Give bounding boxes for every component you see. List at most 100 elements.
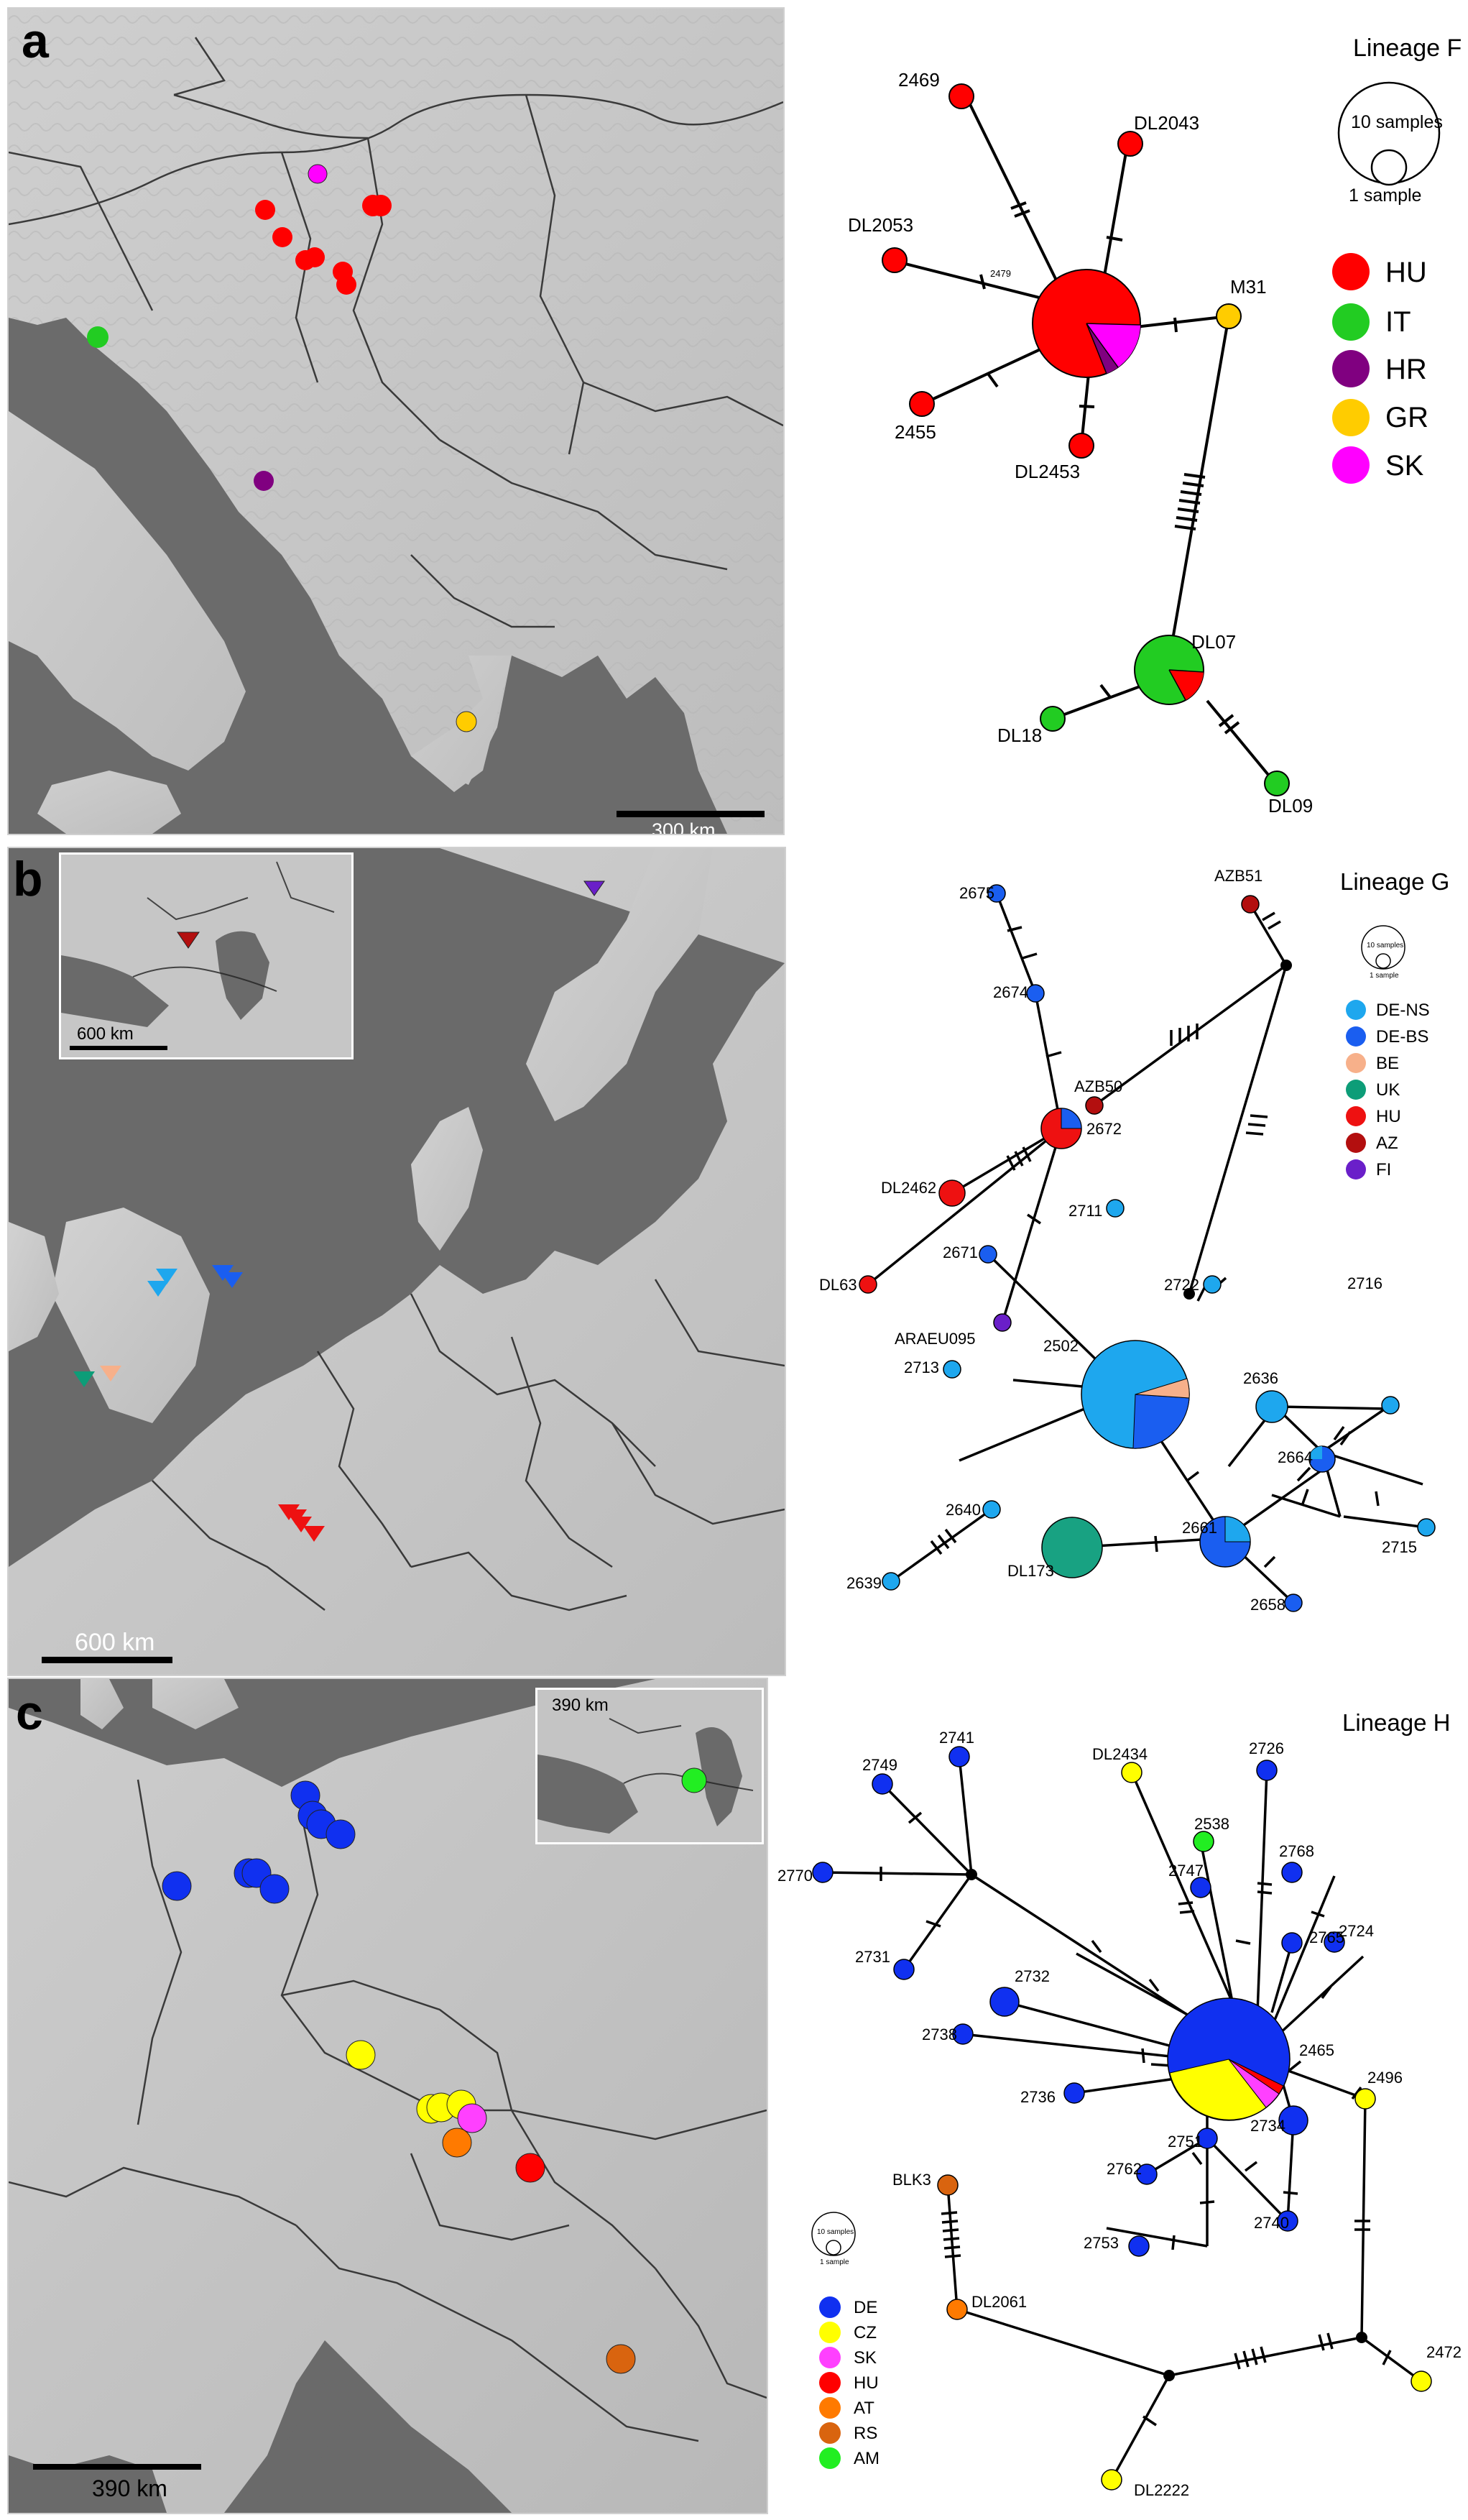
map-markers-b bbox=[73, 880, 605, 1542]
node-label: 2726 bbox=[1249, 1739, 1284, 1757]
node-dl07-pie bbox=[1134, 635, 1204, 705]
node-dl2453 bbox=[1068, 433, 1094, 459]
node-label: 2715 bbox=[1382, 1538, 1417, 1556]
node-label: 2734 bbox=[1250, 2117, 1285, 2135]
legend-label: SK bbox=[1385, 450, 1424, 482]
node-label: 2465 bbox=[1299, 2041, 1334, 2059]
node-label: 2731 bbox=[855, 1948, 890, 1966]
node-label: 2711 bbox=[1068, 1202, 1102, 1220]
size-legend-big-label: 10 samples bbox=[1351, 112, 1443, 132]
map-marker-hu bbox=[255, 200, 275, 220]
map-marker-hu bbox=[290, 1517, 312, 1532]
lineage-title: Lineage G bbox=[1340, 868, 1449, 895]
size-legend-big-label: 10 samples bbox=[817, 2228, 854, 2236]
node-label: 2713 bbox=[904, 1358, 939, 1376]
node-label: 2479 bbox=[990, 268, 1011, 279]
legend-label: AT bbox=[854, 2399, 874, 2418]
node-label: 2724 bbox=[1339, 1922, 1374, 1940]
legend-label: IT bbox=[1385, 306, 1411, 338]
legend-label: AZ bbox=[1376, 1133, 1398, 1153]
node-label: 2747 bbox=[1168, 1862, 1204, 1880]
panel-letter-a: a bbox=[22, 14, 49, 68]
legend-label: CZ bbox=[854, 2323, 877, 2342]
inset-scale-label: 600 km bbox=[77, 1024, 134, 1044]
node-label: DL2453 bbox=[1015, 461, 1080, 482]
node-label: 2753 bbox=[1084, 2234, 1119, 2252]
node-label: 2770 bbox=[777, 1867, 813, 1885]
inset-map-b: 600 km bbox=[59, 852, 354, 1059]
node-label: AZB50 bbox=[1074, 1077, 1122, 1095]
map-marker-sk bbox=[308, 164, 328, 184]
size-legend-small-label: 1 sample bbox=[1349, 185, 1421, 206]
legend-label: UK bbox=[1376, 1080, 1400, 1100]
legend-label: DE-NS bbox=[1376, 1001, 1430, 1020]
legend-label: DE bbox=[854, 2298, 877, 2317]
node-label: 2502 bbox=[1043, 1337, 1079, 1355]
map-marker-hu bbox=[303, 1526, 325, 1542]
map-marker-fi bbox=[583, 880, 605, 896]
node-label: 2675 bbox=[959, 884, 994, 902]
map-scale-label: 300 km bbox=[652, 819, 716, 835]
map-panel-c: 390 km 390 km bbox=[7, 1678, 768, 2514]
node-label: ARAEU095 bbox=[895, 1330, 976, 1348]
node-label: 2749 bbox=[862, 1756, 897, 1774]
node-label: 2639 bbox=[846, 1574, 882, 1592]
map-panel-b: 600 km 600 km bbox=[7, 847, 786, 1676]
map-scale-label: 600 km bbox=[75, 1629, 155, 1656]
node-label: 2732 bbox=[1015, 1967, 1050, 1985]
map-marker-hu bbox=[336, 275, 356, 295]
legend-label: BE bbox=[1376, 1054, 1399, 1073]
node-label: DL2434 bbox=[1092, 1745, 1148, 1763]
node-label: 2671 bbox=[943, 1243, 978, 1261]
map-marker-hu bbox=[272, 227, 292, 247]
panel-b: 600 km 600 km b bbox=[0, 841, 1468, 1676]
node-label: 2664 bbox=[1278, 1448, 1313, 1466]
node-dl18 bbox=[1040, 706, 1066, 732]
node-dl09 bbox=[1264, 771, 1290, 796]
lineage-title: Lineage H bbox=[1342, 1709, 1450, 1736]
node-label: 2636 bbox=[1243, 1369, 1278, 1387]
node-label: 2740 bbox=[1254, 2214, 1289, 2232]
node-label: BLK3 bbox=[892, 2171, 931, 2189]
legend-lineage-h: DE CZ SK HU AT RS AM bbox=[819, 2296, 880, 2469]
node-label: DL09 bbox=[1268, 795, 1313, 817]
node-label: 2469 bbox=[898, 69, 940, 91]
node-label: DL2053 bbox=[848, 214, 913, 236]
node-2455 bbox=[909, 391, 935, 417]
node-label: 2674 bbox=[993, 983, 1028, 1001]
size-legend-small-label: 1 sample bbox=[1370, 972, 1399, 980]
node-label: 2736 bbox=[1020, 2088, 1056, 2106]
panel-a: 300 km a bbox=[0, 0, 1468, 841]
node-label: 2768 bbox=[1279, 1842, 1314, 1860]
node-label: 2658 bbox=[1250, 1596, 1285, 1614]
panel-c: 390 km 390 km c bbox=[0, 1675, 1468, 2516]
inset-map-c: 390 km bbox=[535, 1688, 764, 1844]
node-label: 2472 bbox=[1426, 2343, 1462, 2361]
inset-scale-label: 390 km bbox=[552, 1696, 609, 1715]
node-label: 2496 bbox=[1367, 2069, 1403, 2087]
node-label: 2716 bbox=[1347, 1274, 1382, 1292]
panel-letter-b: b bbox=[13, 852, 43, 906]
legend-label: SK bbox=[854, 2348, 877, 2368]
network-lineage-g: 2675 AZB51 2674 AZB50 DL2462 2672 DL63 A… bbox=[790, 841, 1468, 1675]
node-2469 bbox=[948, 83, 974, 109]
node-label: DL173 bbox=[1007, 1562, 1054, 1580]
node-label: 2765 bbox=[1309, 1928, 1344, 1946]
map-marker-gr bbox=[456, 711, 477, 732]
node-label: DL07 bbox=[1191, 631, 1236, 653]
node-label: DL2462 bbox=[881, 1179, 936, 1197]
map-marker-hu bbox=[370, 195, 392, 216]
map-scale-label: 390 km bbox=[92, 2475, 167, 2501]
size-legend-small bbox=[1370, 149, 1408, 186]
map-marker-de-ns bbox=[147, 1281, 169, 1297]
node-label: 2661 bbox=[1182, 1519, 1217, 1537]
node-label: 2762 bbox=[1107, 2160, 1142, 2178]
node-label: 2672 bbox=[1086, 1120, 1122, 1138]
map-markers-a bbox=[87, 164, 477, 732]
node-2479-pie bbox=[1032, 269, 1141, 378]
lineage-title: Lineage F bbox=[1353, 35, 1462, 62]
node-label: DL2222 bbox=[1134, 2481, 1189, 2499]
legend-label: HU bbox=[854, 2373, 879, 2393]
node-label: M31 bbox=[1230, 276, 1267, 298]
map-marker-it bbox=[87, 326, 109, 348]
